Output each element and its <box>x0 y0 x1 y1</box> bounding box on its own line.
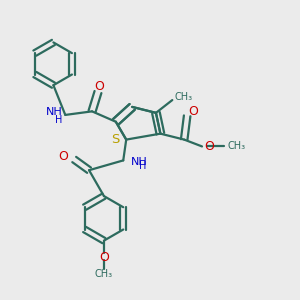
Text: CH₃: CH₃ <box>227 141 245 151</box>
Text: O: O <box>99 251 109 264</box>
Text: NH: NH <box>131 157 147 167</box>
Text: H: H <box>139 161 146 171</box>
Text: CH₃: CH₃ <box>175 92 193 101</box>
Text: CH₃: CH₃ <box>95 269 113 279</box>
Text: S: S <box>111 133 120 146</box>
Text: NH: NH <box>46 107 62 117</box>
Text: O: O <box>94 80 104 93</box>
Text: H: H <box>55 115 62 125</box>
Text: O: O <box>204 140 214 153</box>
Text: O: O <box>189 105 199 118</box>
Text: O: O <box>58 150 68 163</box>
